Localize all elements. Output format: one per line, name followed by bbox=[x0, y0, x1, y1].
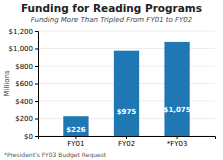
grid-line bbox=[38, 31, 215, 32]
tick: FY02 bbox=[118, 136, 135, 148]
tick-mark bbox=[35, 84, 38, 85]
tick: $800 bbox=[15, 63, 38, 71]
bar bbox=[114, 51, 139, 136]
tick-mark bbox=[75, 136, 76, 139]
tick: FY01 bbox=[67, 136, 84, 148]
tick: *FY03 bbox=[167, 136, 188, 148]
tick-mark bbox=[126, 136, 127, 139]
bar bbox=[164, 42, 189, 136]
tick-label: FY01 bbox=[67, 140, 84, 148]
tick-mark bbox=[35, 66, 38, 67]
bars bbox=[63, 42, 189, 136]
bar bbox=[63, 116, 88, 136]
tick-mark bbox=[35, 101, 38, 102]
chart: $0 $200 $400 $600 $800 $1,000 $1,200 FY01 FY02 *F… bbox=[0, 0, 223, 160]
x-axis: FY01 FY02 *FY03 bbox=[39, 136, 216, 148]
tick-label: $400 bbox=[15, 98, 33, 106]
y-axis-title: Millions bbox=[3, 70, 11, 97]
tick-mark bbox=[35, 136, 38, 137]
data-label: $975 bbox=[117, 108, 137, 116]
y-axis: $0 $200 $400 $600 $800 $1,000 $1,200 bbox=[9, 28, 39, 141]
plot-area: $0 $200 $400 $600 $800 $1,000 $1,200 FY01 FY02 *F… bbox=[9, 28, 216, 148]
tick-mark bbox=[35, 49, 38, 50]
tick-label: $800 bbox=[15, 63, 33, 71]
tick-label: FY02 bbox=[118, 140, 135, 148]
tick-mark bbox=[177, 136, 178, 139]
tick: $0 bbox=[24, 133, 38, 141]
tick: $400 bbox=[15, 98, 38, 106]
tick: $200 bbox=[15, 115, 38, 123]
tick: $600 bbox=[15, 80, 38, 88]
axis-line bbox=[35, 32, 39, 137]
axis-line bbox=[39, 137, 216, 140]
tick-label: *FY03 bbox=[167, 140, 188, 148]
title: Funding for Reading Programs bbox=[21, 2, 202, 14]
tick-mark bbox=[35, 31, 38, 32]
tick: $1,000 bbox=[9, 45, 39, 53]
tick-label: $600 bbox=[15, 80, 33, 88]
subtitle: Funding More Than Tripled From FY01 to F… bbox=[31, 16, 193, 24]
tick-label: $200 bbox=[15, 115, 33, 123]
tick-mark bbox=[35, 119, 38, 120]
tick: $1,200 bbox=[9, 28, 39, 36]
data-label: $1,075 bbox=[164, 106, 191, 114]
tick-label: $0 bbox=[24, 133, 33, 141]
tick-label: $1,000 bbox=[9, 45, 34, 53]
grid bbox=[38, 31, 215, 136]
data-label: $226 bbox=[66, 126, 86, 134]
footnote: *President's FY03 Budget Request bbox=[4, 151, 107, 159]
data-labels: $226 $975 $1,075 bbox=[66, 106, 191, 135]
tick-label: $1,200 bbox=[9, 28, 34, 36]
